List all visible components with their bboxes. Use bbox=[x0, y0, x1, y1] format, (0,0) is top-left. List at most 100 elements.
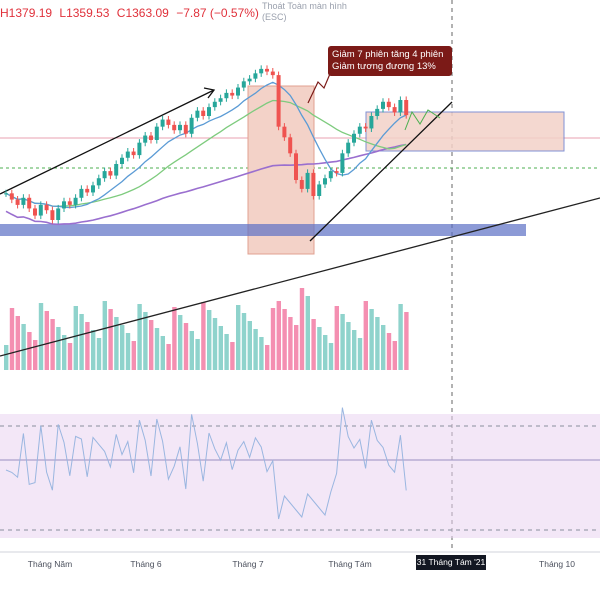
candle-body bbox=[398, 100, 403, 113]
candle-body bbox=[189, 117, 194, 134]
candle-body bbox=[369, 116, 374, 129]
candle-body bbox=[299, 180, 304, 189]
ohlc-low: L1359.53 bbox=[59, 6, 110, 20]
volume-bar bbox=[131, 341, 136, 370]
volume-bar bbox=[172, 307, 177, 370]
candle-body bbox=[259, 68, 264, 74]
x-cursor-label: 31 Tháng Tám '21 bbox=[416, 555, 486, 570]
volume-bar bbox=[230, 342, 235, 370]
candle-body bbox=[404, 100, 409, 116]
candle-body bbox=[363, 126, 368, 129]
volume-bar bbox=[392, 341, 397, 370]
exit-fullscreen-button[interactable]: Thoát Toàn màn hình (ESC) bbox=[262, 1, 347, 23]
volume-bar bbox=[404, 312, 409, 370]
volume-bar bbox=[67, 343, 73, 370]
candle-body bbox=[85, 188, 90, 193]
candle-body bbox=[294, 153, 298, 180]
volume-bar bbox=[207, 310, 212, 370]
ohlc-readout: H1379.19 L1359.53 C1363.09 −7.87 (−0.57%… bbox=[0, 6, 263, 20]
volume-bar bbox=[352, 330, 357, 370]
volume-bar bbox=[386, 333, 392, 370]
target-zone-rect bbox=[365, 111, 565, 152]
volume-bar bbox=[56, 327, 61, 370]
volume-bar bbox=[79, 314, 84, 370]
candle-body bbox=[21, 197, 26, 205]
volume-bar bbox=[120, 325, 125, 370]
volume-bar bbox=[328, 343, 334, 370]
candlesticks bbox=[4, 65, 409, 224]
candle-body bbox=[154, 126, 159, 140]
candle-body bbox=[224, 92, 229, 99]
volume-bar bbox=[398, 304, 403, 370]
volume-bar bbox=[265, 345, 270, 370]
volume-bar bbox=[125, 333, 131, 370]
volume-bar bbox=[21, 324, 26, 370]
volume-bar bbox=[33, 340, 38, 370]
candle-body bbox=[67, 201, 72, 205]
ma-fast-line bbox=[5, 81, 407, 209]
volume-bar bbox=[253, 329, 258, 370]
candle-body bbox=[96, 178, 101, 186]
long-trend-line bbox=[0, 197, 600, 357]
candle-body bbox=[381, 101, 385, 109]
volume-bar bbox=[108, 309, 113, 370]
volume-bar bbox=[73, 306, 78, 370]
volume-bar bbox=[38, 303, 44, 370]
volume-bar bbox=[340, 314, 345, 370]
candle-body bbox=[166, 119, 171, 125]
candle-body bbox=[56, 208, 61, 220]
candle-body bbox=[131, 151, 136, 156]
volume-bar bbox=[305, 296, 310, 370]
candle-body bbox=[160, 119, 165, 127]
volume-bar bbox=[241, 313, 247, 370]
rsi-background bbox=[0, 414, 600, 538]
volume-bar bbox=[311, 319, 316, 370]
volume-bar bbox=[288, 317, 293, 370]
candle-body bbox=[328, 171, 333, 179]
candle-body bbox=[241, 81, 246, 88]
candle-body bbox=[334, 171, 339, 173]
candle-body bbox=[247, 78, 252, 82]
volume-bar bbox=[369, 309, 374, 370]
volume-bar bbox=[62, 335, 67, 370]
up-trend-arrowhead bbox=[203, 87, 216, 99]
volume-bar bbox=[96, 338, 102, 370]
volume-bar bbox=[143, 312, 148, 370]
trend-lines bbox=[0, 61, 600, 357]
volume-bar bbox=[102, 301, 107, 370]
candle-body bbox=[33, 208, 37, 216]
volume-bar bbox=[149, 320, 154, 370]
esc-line2: (ESC) bbox=[262, 12, 287, 22]
candle-body bbox=[230, 92, 235, 96]
support-band bbox=[0, 224, 526, 236]
annotation-callout[interactable]: Giảm 7 phiên tăng 4 phiên Giảm tương đươ… bbox=[328, 46, 452, 76]
ohlc-change: −7.87 (−0.57%) bbox=[176, 6, 259, 20]
candle-body bbox=[218, 98, 223, 102]
volume-bar bbox=[137, 304, 142, 370]
candle-body bbox=[265, 68, 269, 72]
volume-bar bbox=[346, 322, 351, 370]
up-trend-arrow bbox=[0, 89, 215, 195]
candle-body bbox=[201, 110, 206, 116]
volume-bar bbox=[201, 302, 206, 370]
volume-bar bbox=[357, 338, 363, 370]
volume-bar bbox=[282, 309, 287, 370]
volume-bar bbox=[276, 301, 281, 370]
candle-body bbox=[143, 135, 148, 143]
candle-body bbox=[137, 142, 142, 156]
candle-body bbox=[120, 157, 124, 164]
candle-body bbox=[207, 107, 211, 116]
candle-body bbox=[114, 164, 119, 176]
candle-body bbox=[27, 197, 32, 209]
volume-bar bbox=[178, 315, 183, 370]
volume-bar bbox=[4, 345, 9, 370]
volume-bar bbox=[317, 327, 322, 370]
volume-bar bbox=[183, 323, 189, 370]
projection-path bbox=[404, 109, 441, 131]
volume-bar bbox=[27, 332, 32, 370]
candle-body bbox=[183, 124, 188, 134]
highlight-zones bbox=[0, 85, 565, 255]
volume-bar bbox=[247, 321, 252, 370]
volume-bar bbox=[259, 337, 264, 370]
